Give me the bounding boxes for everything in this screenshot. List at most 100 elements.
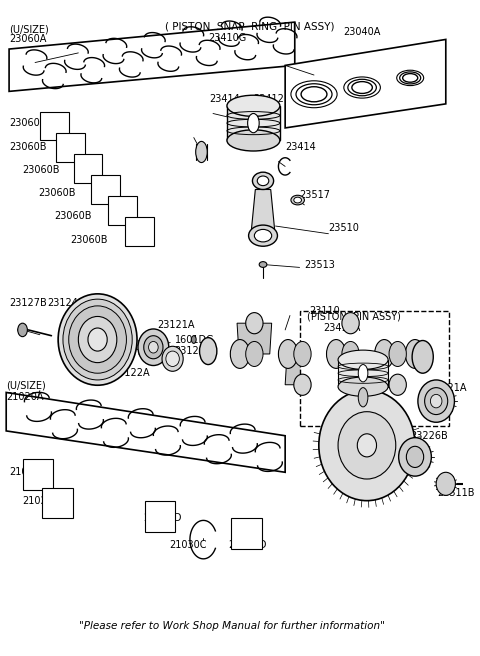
Ellipse shape [418, 380, 455, 422]
Ellipse shape [431, 394, 442, 408]
Text: 23040A: 23040A [343, 27, 380, 37]
Ellipse shape [227, 130, 280, 151]
Polygon shape [6, 392, 285, 472]
Ellipse shape [436, 472, 456, 495]
Text: 21020D: 21020D [228, 541, 267, 550]
Ellipse shape [252, 172, 274, 190]
Text: 23110: 23110 [309, 306, 340, 316]
Polygon shape [333, 323, 368, 354]
Ellipse shape [88, 328, 107, 351]
Text: (U/SIZE): (U/SIZE) [6, 380, 46, 391]
Ellipse shape [425, 388, 448, 415]
Text: 23060B: 23060B [38, 188, 75, 198]
Text: 21020D: 21020D [143, 514, 181, 523]
Ellipse shape [294, 342, 311, 367]
Ellipse shape [338, 412, 396, 479]
Polygon shape [9, 22, 295, 91]
Ellipse shape [18, 323, 27, 337]
Text: 1601DG: 1601DG [175, 335, 214, 344]
Ellipse shape [389, 374, 407, 396]
Ellipse shape [338, 350, 388, 369]
Ellipse shape [407, 446, 424, 468]
Text: 23121A: 23121A [157, 320, 195, 330]
Text: 23410G: 23410G [208, 33, 246, 43]
Text: 23414: 23414 [285, 142, 316, 152]
Ellipse shape [246, 313, 263, 334]
Text: 21020D: 21020D [9, 467, 48, 478]
Text: 23060B: 23060B [71, 234, 108, 245]
Ellipse shape [319, 390, 415, 501]
Polygon shape [252, 190, 275, 229]
Ellipse shape [69, 306, 126, 373]
Text: 21020D: 21020D [23, 496, 61, 506]
Ellipse shape [166, 351, 180, 367]
Ellipse shape [326, 340, 346, 369]
Bar [40, 112, 69, 140]
Polygon shape [380, 354, 415, 385]
Ellipse shape [278, 340, 298, 369]
Text: 23412: 23412 [253, 94, 284, 104]
Ellipse shape [259, 262, 267, 268]
Ellipse shape [58, 294, 137, 385]
Text: 23513: 23513 [304, 260, 335, 270]
Text: 23311B: 23311B [437, 489, 475, 499]
Text: 23060B: 23060B [54, 211, 92, 222]
Ellipse shape [192, 336, 196, 343]
Polygon shape [285, 39, 446, 128]
Ellipse shape [374, 340, 394, 369]
Bar [91, 175, 120, 204]
Ellipse shape [196, 142, 207, 163]
Text: 23414: 23414 [209, 94, 240, 104]
Text: (U/SIZE): (U/SIZE) [9, 25, 49, 35]
Text: 23060B: 23060B [9, 142, 47, 152]
Bar [56, 133, 85, 161]
Ellipse shape [248, 113, 259, 133]
Text: 23060B: 23060B [23, 165, 60, 175]
Ellipse shape [200, 338, 217, 365]
Ellipse shape [357, 434, 376, 457]
Ellipse shape [162, 346, 183, 371]
Text: ( PISTON  SNAP  RING  PIN ASSY): ( PISTON SNAP RING PIN ASSY) [165, 22, 335, 32]
Bar [73, 154, 102, 183]
Bar [231, 518, 262, 549]
Ellipse shape [249, 225, 277, 246]
Ellipse shape [294, 197, 301, 203]
Ellipse shape [342, 313, 359, 334]
Ellipse shape [342, 342, 359, 367]
Text: 23060A: 23060A [9, 34, 47, 45]
Ellipse shape [148, 342, 158, 353]
Ellipse shape [63, 299, 132, 380]
Text: 23412: 23412 [352, 356, 384, 365]
Bar [108, 196, 137, 225]
Ellipse shape [389, 342, 407, 367]
Ellipse shape [406, 340, 425, 369]
Text: 23200D: 23200D [343, 462, 382, 472]
Ellipse shape [291, 195, 304, 205]
Text: "Please refer to Work Shop Manual for further information": "Please refer to Work Shop Manual for fu… [79, 621, 385, 631]
Text: 21030C: 21030C [170, 541, 207, 550]
Ellipse shape [230, 340, 250, 369]
Bar [125, 217, 155, 246]
Ellipse shape [358, 388, 368, 407]
Ellipse shape [338, 377, 388, 396]
Bar [227, 106, 280, 140]
Bar [338, 359, 388, 386]
Text: (PISTON  PIN ASSY): (PISTON PIN ASSY) [307, 312, 401, 321]
Text: 23410A: 23410A [324, 323, 361, 333]
Text: 23125: 23125 [175, 346, 205, 356]
Bar [300, 311, 449, 426]
Text: 23226B: 23226B [410, 431, 448, 441]
Bar [23, 459, 53, 489]
Text: 23510: 23510 [328, 223, 360, 233]
Ellipse shape [254, 230, 272, 242]
Text: 23127B: 23127B [9, 298, 47, 308]
Polygon shape [285, 354, 320, 385]
Ellipse shape [412, 340, 433, 373]
Bar [42, 487, 72, 518]
Ellipse shape [246, 342, 263, 367]
Ellipse shape [257, 176, 269, 186]
Ellipse shape [294, 374, 311, 396]
Text: 21121A: 21121A [430, 382, 467, 393]
Text: 23124B: 23124B [48, 298, 85, 308]
Ellipse shape [138, 329, 169, 365]
